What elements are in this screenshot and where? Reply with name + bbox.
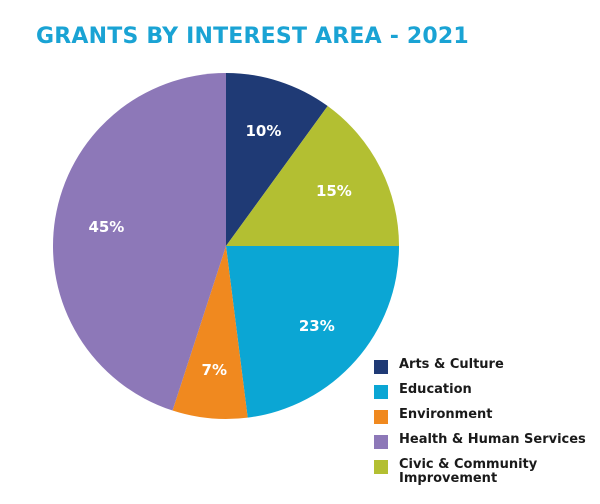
slice-label-health-human-services: 45% bbox=[88, 218, 124, 236]
legend-swatch-education bbox=[374, 385, 388, 399]
legend-item-health-human-services: Health & Human Services bbox=[374, 433, 589, 458]
legend-label-education: Education bbox=[399, 382, 472, 397]
legend-label-civic-community-improvement: Civic & Community Improvement bbox=[399, 457, 538, 486]
slice-label-arts-culture: 10% bbox=[245, 122, 281, 140]
legend-item-civic-community-improvement: Civic & Community Improvement bbox=[374, 458, 589, 492]
legend-swatch-arts-culture bbox=[374, 360, 388, 374]
chart-title: GRANTS BY INTEREST AREA - 2021 bbox=[36, 24, 469, 49]
legend-swatch-health-human-services bbox=[374, 435, 388, 449]
slice-label-civic-community-improvement: 15% bbox=[316, 182, 352, 200]
legend-item-arts-culture: Arts & Culture bbox=[374, 358, 589, 383]
legend-label-health-human-services: Health & Human Services bbox=[399, 432, 586, 447]
pie-slice-civic-community-improvement bbox=[226, 106, 399, 246]
pie-slice-environment bbox=[172, 246, 248, 419]
legend-swatch-environment bbox=[374, 410, 388, 424]
legend-swatch-civic-community-improvement bbox=[374, 460, 388, 474]
legend-label-arts-culture: Arts & Culture bbox=[399, 357, 504, 372]
legend-item-environment: Environment bbox=[374, 408, 589, 433]
slice-label-environment: 7% bbox=[202, 361, 227, 379]
pie-slice-education bbox=[226, 246, 399, 418]
legend-item-education: Education bbox=[374, 383, 589, 408]
pie-slice-health-human-services bbox=[53, 73, 226, 411]
legend-label-environment: Environment bbox=[399, 407, 493, 422]
pie-slice-arts-culture bbox=[226, 73, 328, 246]
chart-legend: Arts & Culture Education Environment Hea… bbox=[374, 358, 589, 492]
slice-label-education: 23% bbox=[299, 317, 335, 335]
